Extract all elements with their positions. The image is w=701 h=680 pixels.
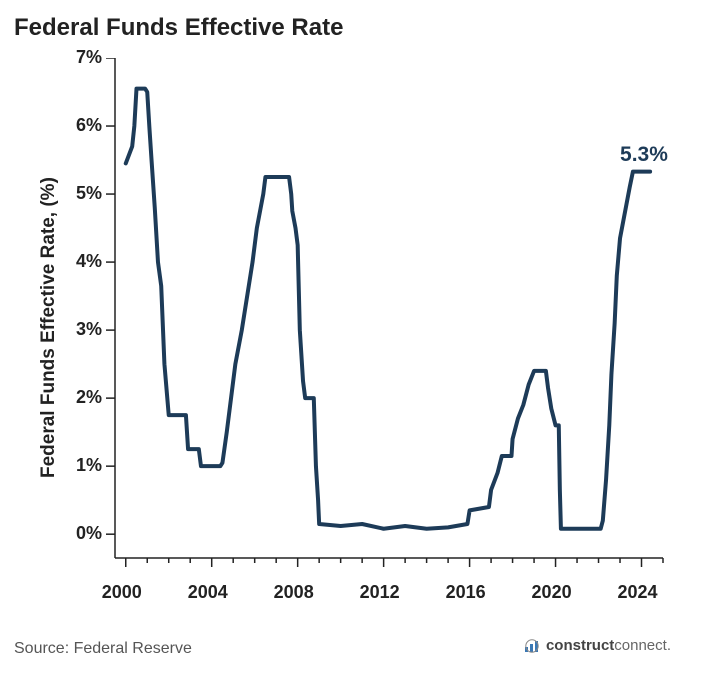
branding-logo: constructconnect. (524, 637, 671, 654)
chart-title: Federal Funds Effective Rate (14, 14, 343, 42)
line-chart (105, 58, 701, 628)
brand-light: connect. (614, 637, 671, 654)
y-tick-label: 4% (76, 251, 102, 272)
x-tick-label: 2004 (188, 582, 228, 603)
y-tick-label: 6% (76, 115, 102, 136)
x-tick-label: 2000 (102, 582, 142, 603)
source-text: Source: Federal Reserve (14, 640, 192, 658)
y-tick-label: 0% (76, 523, 102, 544)
y-tick-label: 7% (76, 47, 102, 68)
y-tick-label: 1% (76, 455, 102, 476)
x-tick-label: 2016 (446, 582, 486, 603)
x-tick-label: 2008 (274, 582, 314, 603)
bars-icon (524, 639, 542, 653)
y-tick-label: 3% (76, 319, 102, 340)
value-callout: 5.3% (620, 143, 668, 167)
chart-container: Federal Funds Effective Rate Federal Fun… (0, 0, 701, 680)
y-axis-label: Federal Funds Effective Rate, (%) (38, 177, 60, 478)
y-tick-label: 2% (76, 387, 102, 408)
x-tick-label: 2024 (618, 582, 658, 603)
y-tick-label: 5% (76, 183, 102, 204)
brand-strong: construct (546, 637, 614, 654)
x-tick-label: 2012 (360, 582, 400, 603)
x-tick-label: 2020 (532, 582, 572, 603)
